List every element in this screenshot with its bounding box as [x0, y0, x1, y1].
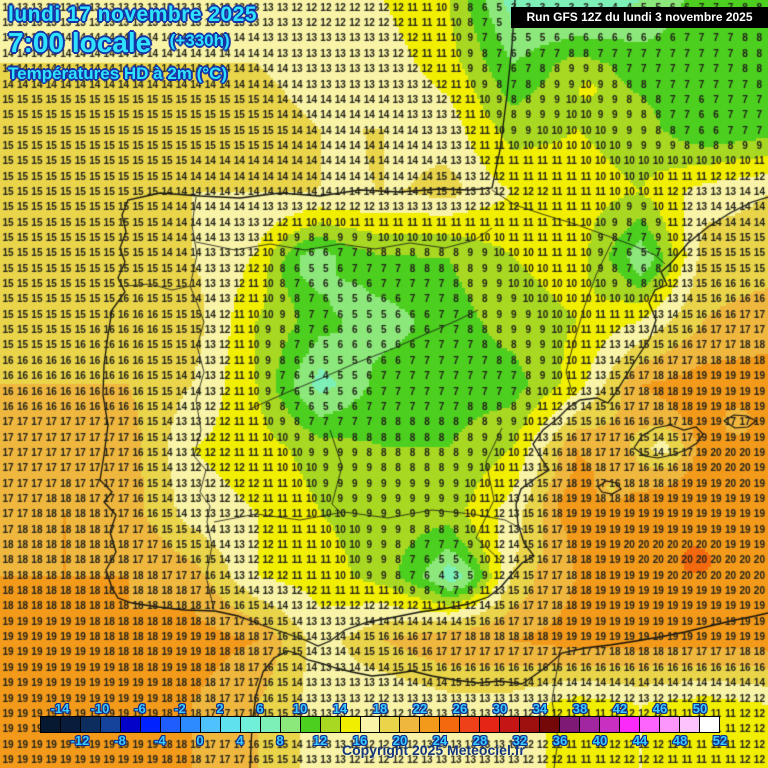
legend-tick-label: 18	[372, 701, 388, 716]
legend-color-cell	[160, 717, 181, 732]
legend-tick-label: -10	[90, 701, 110, 716]
legend-color-cell	[260, 717, 281, 732]
legend-colorbar: -14 -10 -6 -2 2 6 10 14 18 22 26 30 34 38 42 46 50 -12 -8…	[40, 701, 728, 748]
legend-color-cell	[120, 717, 141, 732]
legend-color-cell	[60, 717, 81, 732]
legend-tick-label: 36	[552, 733, 568, 748]
legend-color-cell	[180, 717, 201, 732]
forecast-local-time: 7:00 locale	[8, 27, 152, 59]
legend-tick-label: 8	[276, 733, 284, 748]
legend-ticks-top: -14 -10 -6 -2 2 6 10 14 18 22 26 30 34 38 42 46 50	[40, 701, 720, 716]
legend-tick-label: 34	[532, 701, 548, 716]
forecast-date: lundi 17 novembre 2025	[8, 3, 258, 26]
legend-color-cell	[140, 717, 161, 732]
legend-tick-label: 50	[692, 701, 708, 716]
legend-color-cell	[41, 717, 61, 732]
legend-color-cell	[600, 717, 621, 732]
legend-ticks-bottom: -12 -8 -4 0 4 8 12 16 20 24 28 32 36 40 44 48 52	[40, 733, 728, 748]
legend-color-cell	[540, 717, 561, 732]
legend-tick-label: -2	[174, 701, 186, 716]
legend-color-cell	[560, 717, 581, 732]
legend-color-cell	[400, 717, 421, 732]
forecast-time-row: 7:00 locale (+330h)	[8, 27, 257, 59]
legend-tick-label: -4	[154, 733, 166, 748]
legend-color-cell	[580, 717, 601, 732]
legend-color-cell	[300, 717, 321, 732]
legend-tick-label: 24	[432, 733, 448, 748]
forecast-hour-offset: (+330h)	[169, 31, 230, 51]
legend-color-cell	[520, 717, 541, 732]
legend-tick-label: 20	[392, 733, 408, 748]
model-run-info: Run GFS 12Z du lundi 3 novembre 2025	[511, 7, 768, 28]
legend-color-cell	[699, 717, 719, 732]
legend-color-cell	[380, 717, 401, 732]
legend-tick-label: 2	[216, 701, 224, 716]
legend-tick-label: -12	[70, 733, 90, 748]
legend-tick-label: -8	[114, 733, 126, 748]
legend-tick-label: -6	[134, 701, 146, 716]
legend-color-cell	[340, 717, 361, 732]
legend-color-cell	[660, 717, 680, 732]
legend-tick-label: 42	[612, 701, 628, 716]
legend-tick-label: 52	[712, 733, 728, 748]
legend-tick-label: 22	[412, 701, 428, 716]
legend-tick-label: 14	[332, 701, 348, 716]
legend-color-cell	[480, 717, 501, 732]
legend-color-cell	[220, 717, 241, 732]
legend-tick-label: 32	[512, 733, 528, 748]
legend-color-cell	[680, 717, 700, 732]
legend-color-cell	[320, 717, 341, 732]
legend-tick-label: 16	[352, 733, 368, 748]
legend-tick-label: 44	[632, 733, 648, 748]
legend-color-cell	[360, 717, 381, 732]
legend-tick-label: 38	[572, 701, 588, 716]
legend-tick-label: 10	[292, 701, 308, 716]
legend-color-cell	[420, 717, 441, 732]
legend-color-cell	[280, 717, 301, 732]
legend-tick-label: 26	[452, 701, 468, 716]
copyright-text: Copyright 2025 Meteociel.fr	[342, 742, 525, 758]
legend-color-cell	[460, 717, 481, 732]
legend-tick-label: 40	[592, 733, 608, 748]
legend-tick-label: -14	[50, 701, 70, 716]
legend-color-cell	[240, 717, 261, 732]
legend-color-cell	[100, 717, 121, 732]
legend-tick-label: 28	[472, 733, 488, 748]
legend-color-cell	[640, 717, 661, 732]
legend-color-cell	[200, 717, 221, 732]
legend-color-cell	[620, 717, 641, 732]
legend-color-cell	[500, 717, 521, 732]
map-header: lundi 17 novembre 2025 7:00 locale (+330…	[8, 3, 258, 84]
legend-tick-label: 6	[256, 701, 264, 716]
legend-color-scale	[40, 716, 720, 733]
legend-tick-label: 0	[196, 733, 204, 748]
legend-tick-label: 12	[312, 733, 328, 748]
legend-tick-label: 4	[236, 733, 244, 748]
variable-label: Températures HD à 2m (°C)	[8, 64, 228, 84]
legend-tick-label: 46	[652, 701, 668, 716]
legend-tick-label: 48	[672, 733, 688, 748]
legend-tick-label: 30	[492, 701, 508, 716]
legend-color-cell	[80, 717, 101, 732]
legend-color-cell	[440, 717, 461, 732]
